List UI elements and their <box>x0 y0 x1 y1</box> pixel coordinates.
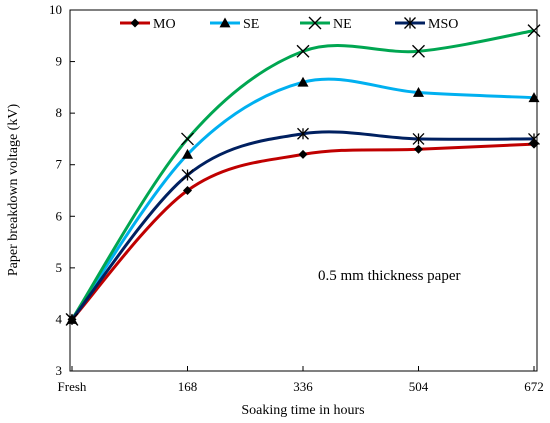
legend-item-se: SE <box>210 17 259 32</box>
data-point-se <box>182 148 193 159</box>
series-line-se <box>70 77 535 321</box>
data-point-ne <box>412 44 425 58</box>
x-tick-label: 336 <box>293 379 313 394</box>
data-point-mso <box>66 313 78 326</box>
x-marker-stroke <box>527 24 541 38</box>
legend: MO SE NE MSO <box>120 16 458 32</box>
y-tick-label: 6 <box>56 208 63 223</box>
data-point-mso <box>412 132 425 145</box>
legend-marker <box>219 17 231 28</box>
y-tick-label: 3 <box>56 363 63 378</box>
legend-label: NE <box>333 17 352 32</box>
data-point-mso <box>181 169 194 181</box>
y-tick-label: 9 <box>56 54 63 69</box>
diamond-marker-shape <box>414 144 423 154</box>
diamond-marker-shape <box>298 149 308 159</box>
data-point-mo <box>183 186 192 195</box>
legend-item-mo: MO <box>120 17 176 32</box>
y-tick-label: 4 <box>56 311 63 326</box>
diamond-marker-shape <box>130 18 140 28</box>
series-line-mo <box>70 142 535 321</box>
data-point-se <box>413 87 424 97</box>
data-point-se <box>297 76 309 87</box>
diamond-marker-shape <box>183 186 192 195</box>
series-line-ne <box>70 29 535 321</box>
legend-item-ne: NE <box>300 16 352 32</box>
y-axis-label: Paper breakdown voltage (kV) <box>6 104 21 277</box>
triangle-marker-shape <box>413 87 424 97</box>
legend-marker <box>130 18 140 28</box>
x-marker-stroke <box>308 16 322 30</box>
triangle-marker-shape <box>297 76 309 87</box>
triangle-marker-shape <box>182 148 193 159</box>
series-line-mso <box>70 130 535 321</box>
data-point-ne <box>527 24 541 38</box>
triangle-marker-shape <box>528 92 540 103</box>
series-lines <box>70 29 535 321</box>
legend-marker <box>404 17 416 29</box>
data-point-ne <box>181 132 194 146</box>
data-point-ne <box>296 44 310 58</box>
x-axis-label: Soaking time in hours <box>241 403 364 418</box>
x-marker-stroke <box>181 132 194 146</box>
legend-item-mso: MSO <box>395 17 458 32</box>
x-tick-label: 672 <box>524 379 544 394</box>
y-tick-label: 5 <box>56 260 63 275</box>
data-point-mo <box>298 149 308 159</box>
data-point-mso <box>528 132 540 145</box>
legend-label: MO <box>153 17 176 32</box>
y-tick-label: 10 <box>49 2 62 17</box>
x-marker-stroke <box>296 44 310 58</box>
data-point-mso <box>297 127 309 140</box>
plot-frame <box>69 9 538 372</box>
triangle-marker-shape <box>219 17 231 28</box>
y-tick-label: 7 <box>56 157 63 172</box>
x-axis-ticks: Fresh 168 336 504 672 <box>58 366 544 394</box>
y-axis-ticks: 3 4 5 6 7 8 9 10 <box>49 2 75 378</box>
data-point-mo <box>414 144 423 154</box>
legend-marker <box>308 16 322 30</box>
x-tick-label: 504 <box>409 379 429 394</box>
annotation-text: 0.5 mm thickness paper <box>318 268 460 284</box>
legend-label: MSO <box>428 17 458 32</box>
y-tick-label: 8 <box>56 105 63 120</box>
series-markers <box>65 24 541 326</box>
x-tick-label: 168 <box>178 379 198 394</box>
x-marker-stroke <box>412 44 425 58</box>
data-point-se <box>528 92 540 103</box>
legend-label: SE <box>243 17 259 32</box>
x-tick-label: Fresh <box>58 379 87 394</box>
